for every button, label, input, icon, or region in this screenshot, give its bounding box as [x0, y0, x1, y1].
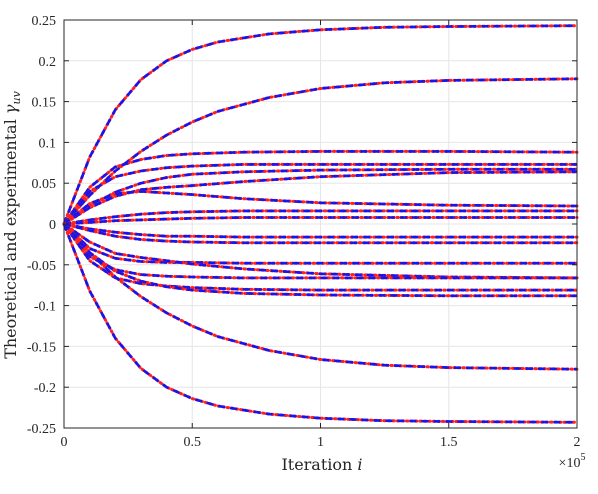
y-tick-label-3: 0.1 — [39, 136, 57, 151]
y-tick-label-8: -0.15 — [27, 340, 56, 355]
series-7-experimental-line — [63, 209, 577, 226]
x-tick-label-0: 0 — [61, 435, 68, 450]
series-11-experimental-line — [63, 223, 577, 265]
y-tick-label-0: 0.25 — [32, 14, 57, 29]
y-tick-label-1: 0.2 — [39, 55, 57, 70]
series-15-experimental-line — [63, 223, 577, 298]
series-16-experimental-line — [63, 223, 578, 371]
y-tick-label-6: -0.05 — [27, 259, 56, 274]
series-10-experimental-line — [63, 222, 577, 245]
y-tick-label-9: -0.2 — [34, 381, 56, 396]
series-14-experimental-line — [62, 223, 577, 292]
series-9-experimental-line — [63, 222, 577, 239]
series-6-experimental-line — [63, 190, 578, 226]
y-tick-label-5: 0 — [49, 218, 56, 233]
x-axis-title: Iteration i — [281, 455, 362, 474]
y-tick-label-4: 0.05 — [32, 177, 57, 192]
series-4-experimental-line — [63, 168, 577, 226]
series-0-theoretical-line — [62, 24, 579, 226]
y-tick-label-2: 0.15 — [32, 96, 57, 111]
series-8-experimental-line — [63, 216, 577, 226]
series-5-experimental-line — [63, 170, 578, 226]
x-tick-label-2: 1 — [317, 435, 324, 450]
x-axis-exponent: ×105 — [559, 452, 586, 471]
series-17-theoretical-line — [62, 222, 579, 424]
series-13-experimental-line — [62, 223, 577, 280]
y-tick-label-10: -0.25 — [27, 422, 56, 437]
x-tick-label-3: 1.5 — [440, 435, 458, 450]
x-tick-label-1: 0.5 — [184, 435, 202, 450]
series-3-experimental-line — [62, 163, 577, 225]
ticks: 0 0.5 1 1.5 2 0.25 0.2 0.15 0.1 0.05 0 -0.05 -0.1 -0.… — [27, 14, 581, 450]
series-12-experimental-line — [63, 222, 578, 280]
x-tick-label-4: 2 — [574, 435, 581, 450]
series-1-experimental-line — [63, 77, 578, 225]
series-2-experimental-line — [62, 150, 578, 225]
y-tick-label-7: -0.1 — [34, 300, 56, 315]
plot-lines — [62, 24, 579, 424]
y-axis-title: Theoretical and experimental γuv — [1, 90, 23, 358]
